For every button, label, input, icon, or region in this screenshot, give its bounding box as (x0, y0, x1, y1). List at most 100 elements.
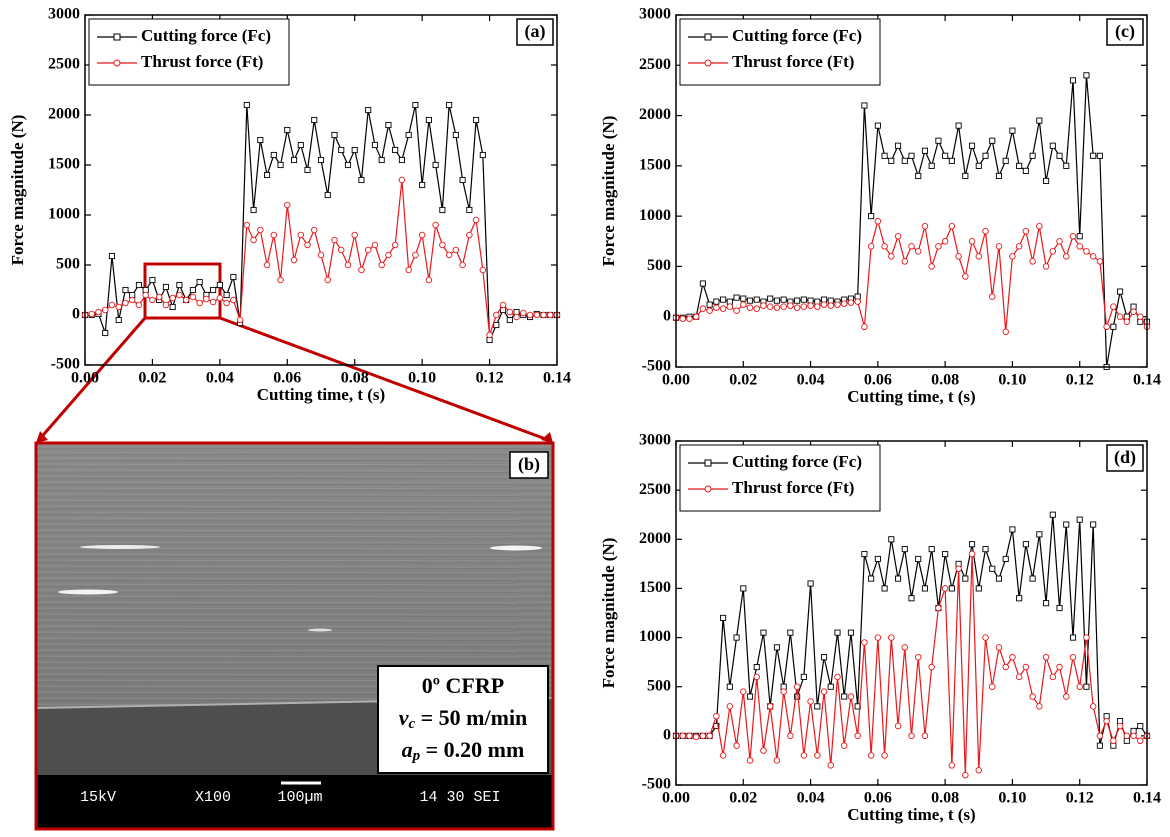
sem-frame (34, 441, 555, 831)
marker (699, 732, 707, 740)
marker (807, 580, 814, 587)
marker (162, 301, 170, 309)
marker (995, 172, 1003, 179)
marker (787, 302, 794, 309)
marker (840, 300, 848, 307)
marker (820, 654, 828, 661)
x-tick-label: 0.08 (931, 372, 959, 389)
x-tick-label: 0.04 (797, 372, 825, 389)
sem-panel: 15kV X100 100µm 14 30 SEI (b) 0º CFRP vc… (34, 441, 555, 831)
marker (1043, 600, 1050, 607)
marker (1110, 303, 1117, 310)
marker (780, 688, 787, 695)
marker (1083, 634, 1090, 641)
marker (706, 307, 713, 314)
legend-marker (704, 33, 712, 41)
marker (975, 253, 983, 260)
marker (432, 221, 439, 229)
marker (1069, 634, 1077, 641)
marker (746, 693, 754, 700)
marker (412, 251, 419, 259)
marker (1009, 127, 1016, 134)
marker (935, 604, 942, 612)
marker (901, 157, 908, 164)
marker (834, 673, 841, 681)
marker (364, 246, 372, 254)
marker (459, 176, 466, 184)
marker (405, 266, 412, 274)
marker (841, 693, 848, 700)
panel-label-box (1106, 18, 1144, 46)
y-tick-label: 2500 (48, 56, 80, 73)
marker (894, 142, 902, 149)
marker (679, 732, 686, 740)
marker (726, 703, 734, 710)
legend-marker (704, 59, 712, 67)
marker (914, 248, 922, 255)
marker (1089, 703, 1097, 710)
marker (1056, 663, 1063, 671)
marker (196, 278, 203, 286)
marker (1130, 732, 1137, 740)
marker (921, 147, 929, 154)
marker (800, 752, 808, 759)
marker (982, 546, 989, 553)
marker (270, 151, 277, 159)
y-tick-label: 1500 (639, 579, 671, 596)
marker (988, 293, 996, 300)
x-axis-label: Cutting time, t (s) (847, 805, 975, 824)
marker (679, 315, 686, 322)
marker (1096, 258, 1104, 265)
marker (236, 316, 244, 324)
marker (692, 313, 700, 320)
marker (1016, 595, 1023, 602)
marker (800, 296, 807, 303)
panel-label-box (1106, 444, 1144, 472)
marker (1137, 722, 1144, 730)
plot-frame (84, 14, 558, 366)
marker (794, 693, 801, 700)
marker (493, 311, 500, 319)
marker (894, 722, 902, 730)
zoom-arrow (541, 432, 553, 443)
marker (854, 732, 861, 740)
marker (915, 555, 922, 562)
marker (793, 304, 801, 311)
y-tick-label: 2500 (639, 481, 671, 498)
marker (1096, 732, 1104, 740)
marker (250, 206, 257, 214)
marker (182, 296, 190, 304)
marker (720, 296, 727, 303)
marker (1137, 313, 1144, 320)
marker (1022, 541, 1029, 548)
marker (692, 733, 700, 741)
marker (928, 546, 935, 553)
marker (787, 629, 794, 636)
marker (210, 286, 217, 294)
marker (1029, 693, 1036, 700)
marker (223, 291, 230, 299)
marker (392, 146, 399, 154)
marker (948, 157, 955, 164)
marker (1009, 653, 1016, 661)
marker (955, 253, 962, 260)
marker (257, 136, 264, 144)
x-tick-label: 0.04 (797, 790, 825, 807)
marker (1069, 653, 1077, 661)
marker (968, 550, 976, 558)
marker (115, 316, 122, 324)
marker (766, 703, 774, 710)
marker (800, 673, 807, 680)
marker (304, 166, 311, 174)
marker (324, 276, 331, 284)
marker (713, 722, 720, 730)
zoom-line (36, 317, 147, 442)
marker (740, 301, 747, 308)
marker (506, 316, 513, 324)
marker (794, 297, 801, 304)
x-tick-label: 0.12 (1066, 372, 1094, 389)
marker (419, 181, 426, 189)
x-tick-label: 0.08 (341, 370, 369, 387)
x-tick-label: 0.02 (138, 370, 166, 387)
symbol: a (402, 737, 413, 762)
